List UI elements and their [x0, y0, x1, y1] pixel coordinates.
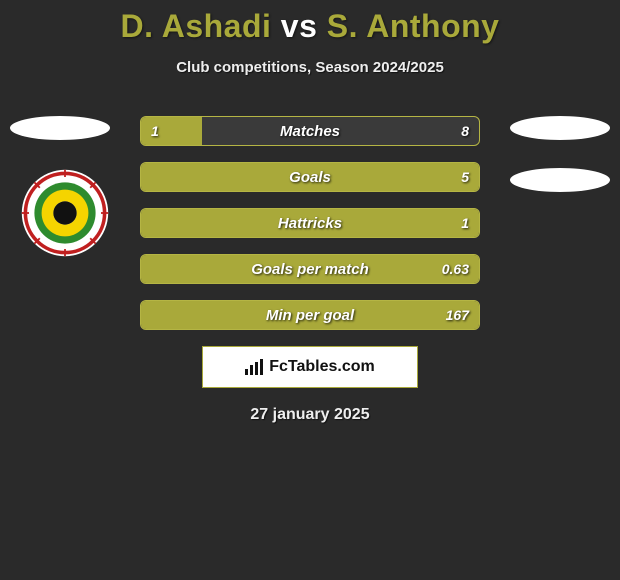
bar-value-right: 1	[461, 209, 469, 237]
player1-name: D. Ashadi	[121, 8, 272, 44]
stat-bar-row: Goals per match0.63	[140, 254, 480, 284]
bar-value-right: 167	[446, 301, 469, 329]
player2-name: S. Anthony	[327, 8, 500, 44]
stat-bar-row: Min per goal167	[140, 300, 480, 330]
source-logo-text: FcTables.com	[269, 358, 375, 376]
bar-chart-icon	[245, 359, 265, 375]
bar-value-left: 1	[151, 117, 159, 145]
stat-bar-row: Hattricks1	[140, 208, 480, 238]
player1-placeholder-icon	[10, 116, 110, 140]
source-logo-box: FcTables.com	[202, 346, 418, 388]
date-text: 27 january 2025	[0, 406, 620, 424]
subtitle: Club competitions, Season 2024/2025	[0, 59, 620, 76]
bar-label: Min per goal	[141, 301, 479, 329]
bar-label: Goals per match	[141, 255, 479, 283]
club2-placeholder-icon	[510, 168, 610, 192]
bar-value-right: 5	[461, 163, 469, 191]
player2-placeholder-icon	[510, 116, 610, 140]
vs-text: vs	[281, 8, 318, 44]
page-title: D. Ashadi vs S. Anthony	[0, 8, 620, 45]
club-badge-icon	[20, 168, 110, 258]
stat-bar-row: Goals5	[140, 162, 480, 192]
bar-label: Goals	[141, 163, 479, 191]
bar-value-right: 8	[461, 117, 469, 145]
source-logo: FcTables.com	[245, 358, 375, 376]
bar-label: Matches	[141, 117, 479, 145]
bar-label: Hattricks	[141, 209, 479, 237]
title-container: D. Ashadi vs S. Anthony	[0, 0, 620, 45]
chart-area: Matches18Goals5Hattricks1Goals per match…	[0, 116, 620, 330]
bar-value-right: 0.63	[442, 255, 469, 283]
stat-bar-row: Matches1 8	[140, 116, 480, 146]
comparison-bars: Matches18Goals5Hattricks1Goals per match…	[140, 116, 480, 330]
